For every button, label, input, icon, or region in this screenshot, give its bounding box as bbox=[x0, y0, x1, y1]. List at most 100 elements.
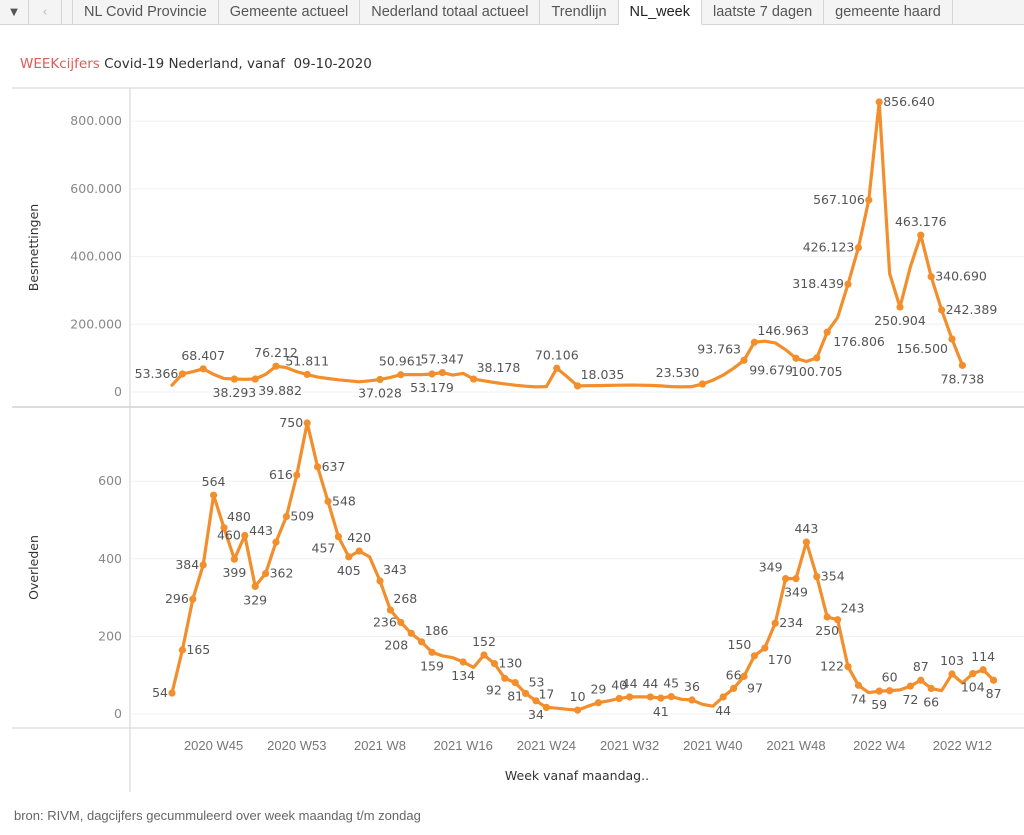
chart-frame bbox=[12, 87, 1024, 792]
data-point bbox=[657, 694, 665, 702]
tab-gemeente-actueel[interactable]: Gemeente actueel bbox=[219, 0, 361, 24]
x-axis-title: Week vanaf maandag.. bbox=[505, 768, 649, 783]
data-label: 134 bbox=[451, 668, 475, 683]
chart-title: WEEKcijfers Covid-19 Nederland, vanaf 09… bbox=[20, 56, 372, 72]
data-point bbox=[574, 382, 582, 390]
data-label: 856.640 bbox=[883, 94, 935, 109]
tab-laatste-7-dagen[interactable]: laatste 7 dagen bbox=[702, 0, 825, 24]
data-label: 548 bbox=[332, 493, 356, 508]
data-label: 39.882 bbox=[258, 383, 302, 398]
data-point bbox=[771, 619, 779, 627]
data-point bbox=[230, 375, 238, 383]
data-label: 250.904 bbox=[874, 313, 926, 328]
data-point bbox=[854, 681, 863, 689]
data-point bbox=[740, 356, 748, 364]
x-tick-label: 2021 W24 bbox=[517, 738, 576, 753]
data-point bbox=[199, 561, 207, 569]
data-point bbox=[750, 652, 759, 660]
data-point bbox=[927, 273, 935, 281]
data-label: 159 bbox=[420, 658, 444, 673]
data-label: 50.961 bbox=[379, 354, 423, 369]
y-tick-label: 600 bbox=[98, 473, 122, 488]
data-point bbox=[792, 574, 800, 583]
data-label: 53.179 bbox=[410, 380, 454, 395]
data-point bbox=[272, 538, 280, 546]
data-label: 480 bbox=[227, 509, 251, 524]
data-label: 76.212 bbox=[254, 345, 298, 360]
data-point bbox=[979, 666, 987, 674]
x-tick-label: 2021 W40 bbox=[683, 738, 742, 753]
data-label: 243 bbox=[841, 601, 865, 616]
data-label: 51.811 bbox=[285, 353, 329, 368]
source-note: bron: RIVM, dagcijfers gecummuleerd over… bbox=[14, 808, 421, 823]
tab-nl-covid-provincie[interactable]: NL Covid Provincie bbox=[73, 0, 219, 24]
data-point bbox=[688, 696, 696, 704]
y-axis-title: Besmettingen bbox=[26, 204, 41, 291]
data-point bbox=[958, 361, 967, 369]
title-accent: WEEKcijfers bbox=[20, 56, 100, 72]
data-point bbox=[782, 574, 790, 583]
data-point bbox=[345, 553, 353, 561]
data-label: 318.439 bbox=[792, 276, 844, 291]
data-point bbox=[438, 368, 446, 377]
data-point bbox=[230, 555, 238, 563]
data-label: 57.347 bbox=[421, 352, 465, 367]
data-label: 87 bbox=[986, 686, 1002, 701]
data-point bbox=[574, 706, 582, 714]
data-point bbox=[594, 699, 603, 707]
data-label: 53 bbox=[529, 674, 545, 689]
data-label: 443 bbox=[249, 523, 273, 538]
data-point bbox=[823, 613, 831, 621]
data-point bbox=[428, 370, 436, 378]
data-point bbox=[480, 651, 488, 659]
x-tick-label: 2022 W12 bbox=[933, 738, 992, 753]
data-label: 176.806 bbox=[833, 334, 885, 349]
data-point bbox=[220, 524, 228, 532]
data-label: 66 bbox=[726, 667, 742, 682]
chevron-left-icon: ‹ bbox=[42, 4, 48, 20]
data-label: 40 bbox=[611, 677, 627, 692]
x-tick-label: 2022 W4 bbox=[853, 738, 905, 753]
data-label: 23.530 bbox=[656, 365, 700, 380]
data-label: 234 bbox=[779, 615, 803, 630]
data-label: 405 bbox=[337, 563, 361, 578]
data-point bbox=[750, 338, 759, 346]
data-label: 509 bbox=[290, 509, 314, 524]
data-label: 329 bbox=[243, 592, 267, 607]
x-tick-label: 2020 W53 bbox=[267, 738, 326, 753]
data-label: 349 bbox=[784, 585, 808, 600]
tab-menu-button[interactable]: ▼ bbox=[0, 0, 29, 24]
tab-nederland-totaal-actueel[interactable]: Nederland totaal actueel bbox=[360, 0, 541, 24]
y-tick-label: 400.000 bbox=[70, 249, 122, 264]
panel-besmettingen: 0 200.000 400.000 600.000 800.000 Besmettinge… bbox=[26, 94, 1024, 400]
data-point bbox=[886, 687, 894, 695]
tab-trendlijn[interactable]: Trendlijn bbox=[540, 0, 619, 24]
tab-gemeente-haard[interactable]: gemeente haard bbox=[824, 0, 953, 24]
data-label: 268 bbox=[393, 591, 417, 606]
data-point bbox=[199, 365, 207, 373]
data-point bbox=[740, 672, 748, 680]
data-point bbox=[314, 463, 322, 471]
data-point bbox=[938, 306, 946, 314]
data-label: 92 bbox=[486, 682, 502, 697]
tab-nl-week[interactable]: NL_week bbox=[618, 0, 702, 25]
caret-down-icon: ▼ bbox=[10, 6, 18, 18]
data-label: 38.178 bbox=[477, 360, 521, 375]
data-point bbox=[626, 693, 634, 701]
data-label: 750 bbox=[279, 415, 303, 430]
data-label: 114 bbox=[971, 649, 995, 664]
tab-prev-button[interactable]: ‹ bbox=[29, 0, 62, 24]
data-point bbox=[865, 196, 873, 204]
data-label: 87 bbox=[913, 659, 929, 674]
data-label: 250 bbox=[815, 623, 839, 638]
data-point bbox=[761, 644, 769, 652]
weekly-covid-chart: 0 200.000 400.000 600.000 800.000 Besmettinge… bbox=[12, 87, 1024, 792]
data-point bbox=[896, 303, 904, 311]
data-label: 130 bbox=[498, 656, 522, 671]
data-label: 384 bbox=[175, 557, 199, 572]
data-label: 362 bbox=[270, 566, 294, 581]
data-point bbox=[262, 569, 270, 578]
tab-spacer bbox=[62, 0, 73, 24]
data-label: 296 bbox=[165, 591, 189, 606]
data-label: 97 bbox=[747, 680, 763, 695]
